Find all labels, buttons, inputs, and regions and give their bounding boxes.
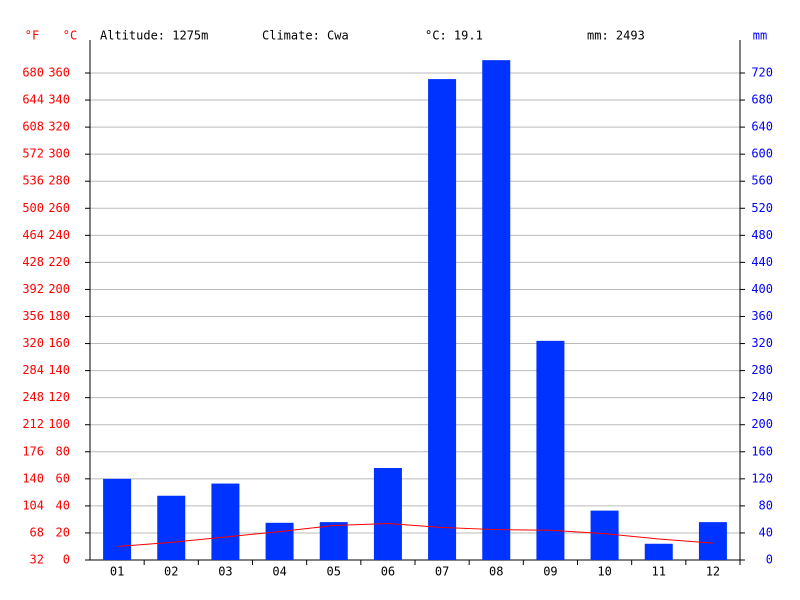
- y2-tick-label: 440: [751, 255, 773, 269]
- header-climate: Climate: Cwa: [262, 29, 349, 43]
- y2-tick-label: 120: [751, 471, 773, 485]
- y-tick-label: 360: [48, 66, 70, 80]
- y-tick-label: 300: [48, 147, 70, 161]
- x-tick-label: 03: [218, 565, 232, 579]
- x-tick-label: 06: [381, 565, 395, 579]
- x-tick-label: 07: [435, 565, 449, 579]
- x-tick-label: 01: [110, 565, 124, 579]
- y2-tick-label: 320: [751, 336, 773, 350]
- temperature-line: [117, 522, 713, 547]
- y-tick-label: 340: [48, 93, 70, 107]
- bar: [319, 522, 348, 560]
- y2-axis-label: mm: [753, 29, 767, 43]
- y-tick-label: 320: [48, 120, 70, 134]
- bar: [157, 495, 186, 560]
- yf-tick-label: 104: [22, 498, 44, 512]
- yf-tick-label: 68: [30, 525, 44, 539]
- yf-tick-label: 500: [22, 201, 44, 215]
- bar: [644, 543, 673, 560]
- x-tick-label: 04: [272, 565, 286, 579]
- y-tick-label: 180: [48, 309, 70, 323]
- y2-tick-label: 560: [751, 174, 773, 188]
- y2-tick-label: 520: [751, 201, 773, 215]
- y-tick-label: 140: [48, 363, 70, 377]
- bar: [211, 483, 240, 560]
- y2-tick-label: 0: [766, 553, 773, 567]
- yf-tick-label: 644: [22, 93, 44, 107]
- yf-tick-label: 608: [22, 120, 44, 134]
- y-tick-label: 240: [48, 228, 70, 242]
- header-temp: °C: 19.1: [425, 29, 483, 43]
- x-tick-label: 09: [543, 565, 557, 579]
- bar: [590, 510, 619, 560]
- bar: [482, 60, 511, 560]
- x-tick-label: 11: [652, 565, 666, 579]
- header-altitude: Altitude: 1275m: [100, 29, 208, 43]
- y2-tick-label: 600: [751, 147, 773, 161]
- yf-tick-label: 140: [22, 471, 44, 485]
- yf-tick-label: 464: [22, 228, 44, 242]
- x-tick-label: 02: [164, 565, 178, 579]
- y2-tick-label: 40: [759, 525, 773, 539]
- y-tick-label: 200: [48, 282, 70, 296]
- y-tick-label: 80: [56, 444, 70, 458]
- bar: [103, 478, 132, 560]
- yf-tick-label: 572: [22, 147, 44, 161]
- yf-tick-label: 248: [22, 390, 44, 404]
- yf-tick-label: 320: [22, 336, 44, 350]
- y2-tick-label: 200: [751, 417, 773, 431]
- y-tick-label: 280: [48, 174, 70, 188]
- yf-tick-label: 392: [22, 282, 44, 296]
- y2-tick-label: 240: [751, 390, 773, 404]
- yf-tick-label: 428: [22, 255, 44, 269]
- y2-tick-label: 400: [751, 282, 773, 296]
- yf-tick-label: 356: [22, 309, 44, 323]
- x-tick-label: 10: [597, 565, 611, 579]
- x-tick-label: 12: [706, 565, 720, 579]
- yf-tick-label: 212: [22, 417, 44, 431]
- y-tick-label: 120: [48, 390, 70, 404]
- yf-tick-label: 284: [22, 363, 44, 377]
- y2-tick-label: 80: [759, 498, 773, 512]
- yf-tick-label: 536: [22, 174, 44, 188]
- yf-tick-label: 176: [22, 444, 44, 458]
- bar: [698, 522, 727, 560]
- x-tick-label: 08: [489, 565, 503, 579]
- bar: [428, 79, 457, 561]
- y2-tick-label: 160: [751, 444, 773, 458]
- y-tick-label: 20: [56, 525, 70, 539]
- bar: [265, 522, 294, 560]
- y-tick-label: 220: [48, 255, 70, 269]
- y-tick-label: 100: [48, 417, 70, 431]
- yf-tick-label: 32: [30, 553, 44, 567]
- y-tick-label: 40: [56, 498, 70, 512]
- y-tick-label: 60: [56, 471, 70, 485]
- bar: [536, 340, 565, 560]
- y-tick-label: 0: [63, 553, 70, 567]
- x-tick-label: 05: [327, 565, 341, 579]
- y2-tick-label: 480: [751, 228, 773, 242]
- y2-tick-label: 280: [751, 363, 773, 377]
- header-precip: mm: 2493: [587, 29, 645, 43]
- bar: [373, 468, 402, 560]
- y2-tick-label: 720: [751, 66, 773, 80]
- y2-tick-label: 640: [751, 120, 773, 134]
- y2-tick-label: 680: [751, 93, 773, 107]
- yf-axis-label: °F: [25, 29, 39, 43]
- y-tick-label: 260: [48, 201, 70, 215]
- y-tick-label: 160: [48, 336, 70, 350]
- y2-tick-label: 360: [751, 309, 773, 323]
- yf-tick-label: 680: [22, 66, 44, 80]
- y-axis-label: °C: [63, 29, 77, 43]
